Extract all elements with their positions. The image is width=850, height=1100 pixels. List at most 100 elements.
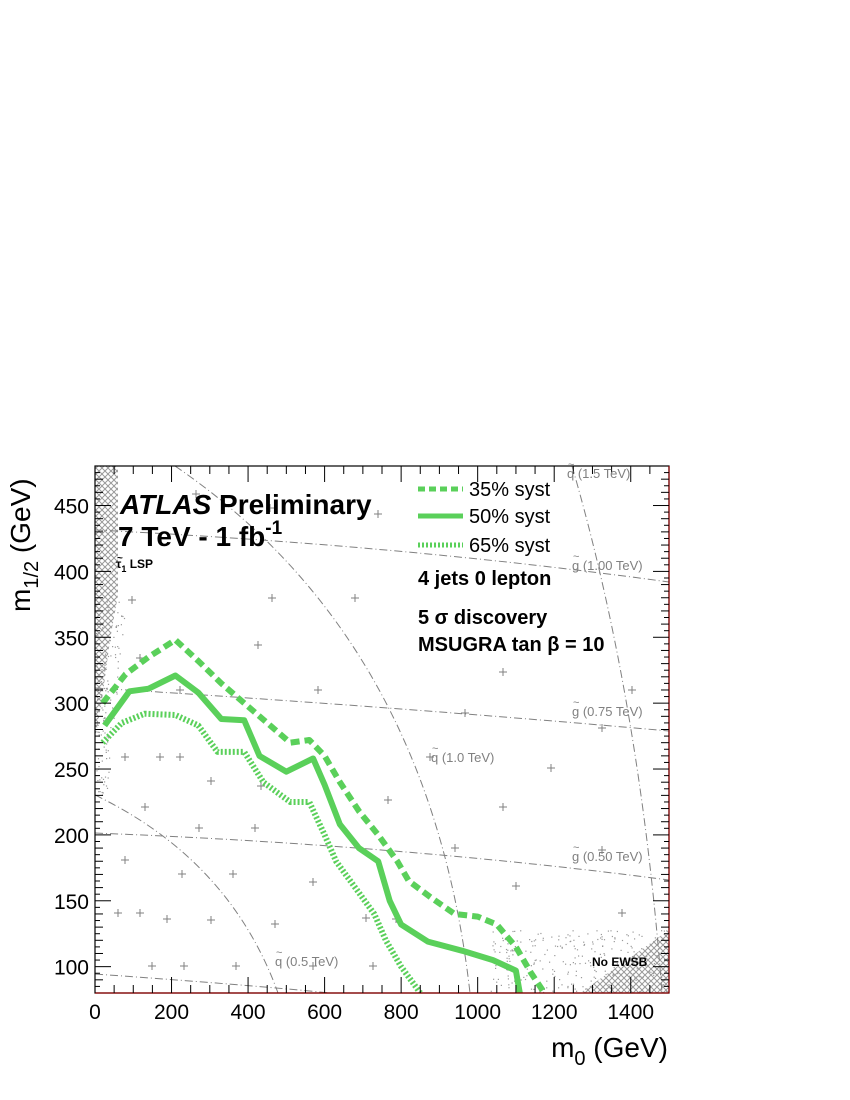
legend-label-50: 50% syst	[469, 506, 551, 528]
ewsb-speckle	[495, 965, 497, 967]
ewsb-speckle	[506, 960, 508, 962]
ewsb-speckle	[627, 935, 629, 937]
ewsb-speckle	[617, 973, 619, 975]
stau-speckle	[104, 781, 106, 783]
energy-lumi-text: 7 TeV - 1 fb	[118, 521, 265, 552]
ewsb-speckle	[635, 979, 637, 981]
stau-speckle	[116, 625, 118, 627]
stau-speckle	[101, 760, 103, 762]
stau-speckle	[112, 646, 114, 648]
ewsb-speckle	[626, 942, 629, 945]
stau-speckle	[97, 698, 99, 700]
ewsb-speckle	[569, 941, 571, 943]
ewsb-speckle	[601, 938, 603, 940]
ewsb-speckle	[617, 971, 620, 973]
stau-speckle	[118, 647, 120, 649]
squark-0.5tev-label: q (0.5 TeV)	[275, 954, 338, 969]
ewsb-speckle	[533, 963, 535, 965]
ewsb-speckle	[592, 943, 594, 945]
ewsb-speckle	[618, 984, 620, 986]
ewsb-speckle	[599, 953, 601, 955]
stau-speckle	[120, 624, 122, 626]
ewsb-speckle	[554, 945, 557, 947]
ewsb-speckle	[649, 951, 652, 953]
ewsb-speckle	[575, 975, 577, 977]
stau-speckle	[115, 656, 117, 659]
ewsb-speckle	[574, 948, 576, 950]
ewsb-speckle	[653, 974, 655, 976]
ewsb-speckle	[533, 988, 535, 990]
x-axis-label-unit: (GeV)	[586, 1032, 668, 1063]
stau-speckle	[117, 625, 119, 627]
stau-speckle	[105, 668, 107, 670]
ewsb-speckle	[508, 987, 510, 989]
stau-speckle	[102, 730, 104, 732]
x-tick-label: 0	[89, 1001, 101, 1024]
ewsb-speckle	[495, 967, 497, 969]
stau-speckle	[96, 632, 98, 635]
x-axis-ticks: 0 200 400 600 800 1000 1200 1400	[89, 466, 654, 1024]
ewsb-speckle	[552, 973, 554, 975]
ewsb-speckle	[551, 936, 553, 938]
ewsb-speckle	[631, 947, 633, 949]
ewsb-speckle	[650, 971, 652, 973]
x-tick-label: 1400	[607, 1001, 654, 1024]
stau-speckle	[96, 710, 98, 713]
stau-speckle	[100, 604, 102, 607]
stau-speckle	[101, 791, 103, 794]
ewsb-speckle	[605, 973, 607, 976]
ewsb-speckle	[512, 954, 514, 956]
stau-speckle	[115, 626, 117, 628]
ewsb-speckle	[567, 934, 569, 936]
ewsb-speckle	[641, 935, 643, 937]
ewsb-speckle	[544, 953, 546, 956]
ewsb-speckle	[633, 972, 635, 975]
ewsb-speckle	[525, 950, 527, 952]
ewsb-speckle	[493, 949, 495, 951]
stau-speckle	[102, 627, 104, 629]
ewsb-speckle	[567, 973, 569, 975]
stau-speckle	[103, 719, 105, 721]
ewsb-speckle	[562, 961, 564, 963]
ewsb-speckle	[574, 963, 576, 965]
ewsb-speckle	[514, 980, 516, 982]
stau-speckle	[98, 791, 100, 793]
ewsb-speckle	[665, 935, 667, 937]
ewsb-speckle	[546, 987, 548, 989]
ewsb-speckle	[625, 987, 627, 989]
atlas-word: ATLAS	[119, 489, 212, 520]
stau-speckle	[106, 787, 109, 789]
ewsb-speckle	[509, 960, 511, 962]
ewsb-speckle	[666, 930, 668, 932]
x-tick-label: 200	[154, 1001, 189, 1024]
squark-1.0tev-label: q (1.0 TeV)	[431, 750, 494, 765]
stau-speckle	[104, 637, 106, 639]
ewsb-speckle	[641, 989, 643, 991]
ewsb-speckle	[633, 956, 635, 958]
ewsb-speckle	[510, 950, 512, 952]
y-axis-label: m1/2 (GeV)	[5, 478, 43, 612]
stau-speckle	[108, 609, 110, 611]
gluino-0.25tev-curve	[95, 973, 331, 993]
stau-speckle	[103, 717, 105, 720]
stau-speckle	[117, 667, 119, 669]
x-tick-label: 1000	[454, 1001, 501, 1024]
stau-speckle	[102, 623, 104, 625]
ewsb-speckle	[534, 959, 536, 962]
channel-label: 4 jets 0 lepton	[418, 568, 551, 590]
ewsb-speckle	[645, 965, 647, 967]
stau-speckle	[121, 615, 123, 617]
stau-symbol: τ	[116, 557, 122, 571]
ewsb-speckle	[508, 958, 510, 960]
stau-speckle	[101, 707, 103, 709]
stau-speckle	[105, 749, 107, 751]
no-ewsb-scatter	[490, 930, 669, 993]
stau-speckle	[100, 694, 103, 696]
ewsb-speckle	[583, 943, 586, 946]
ewsb-speckle	[502, 940, 504, 942]
stau-speckle	[96, 666, 98, 668]
ewsb-speckle	[578, 955, 580, 957]
stau-speckle	[102, 792, 104, 794]
stau-speckle	[96, 770, 98, 772]
ewsb-speckle	[646, 955, 648, 957]
